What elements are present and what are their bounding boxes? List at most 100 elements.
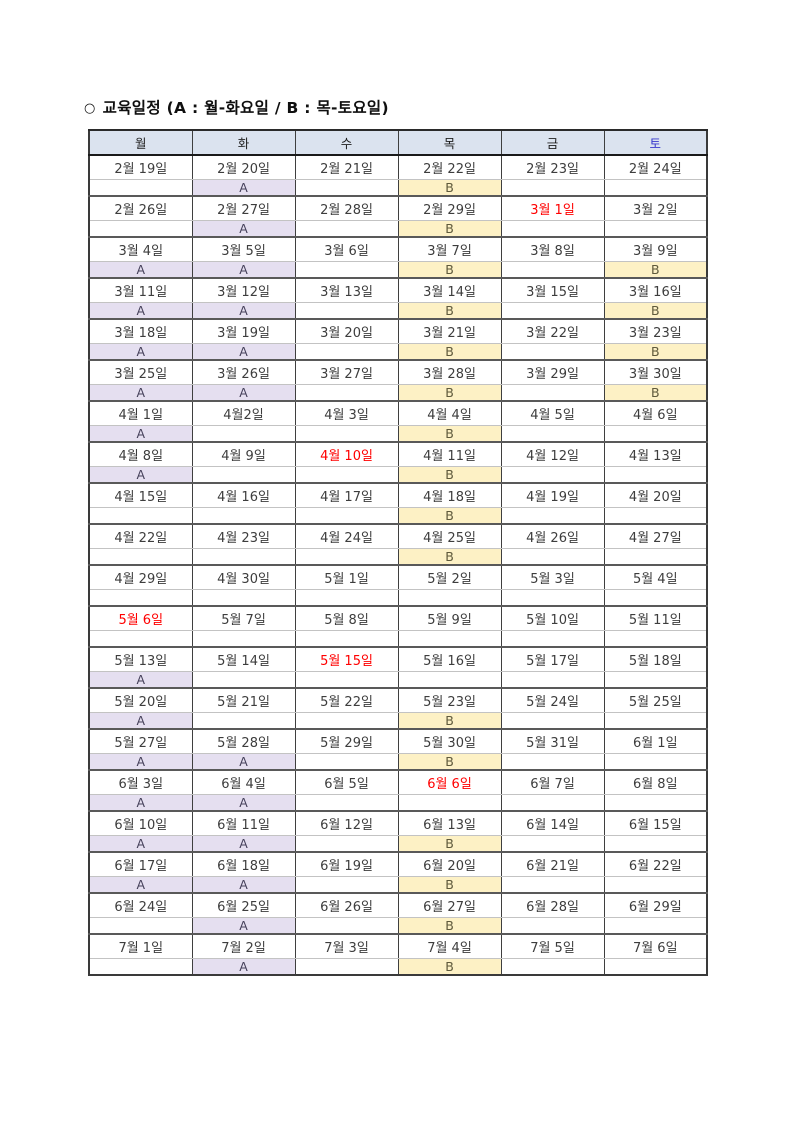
weekday-header-6: 토	[603, 129, 708, 156]
marker-cell-empty	[500, 671, 605, 688]
week-10-date-row: 4월 22일 4월 23일 4월 24일 4월 25일 4월 26일 4월 27일	[88, 523, 708, 549]
date-cell: 2월 27일	[191, 195, 296, 221]
week-1-date-row: 2월 19일 2월 20일 2월 21일 2월 22일 2월 23일 2월 24일	[88, 154, 708, 180]
date-cell: 5월 14일	[191, 646, 296, 672]
week-2-date-row: 2월 26일 2월 27일 2월 28일 2월 29일 3월 1일 3월 2일	[88, 195, 708, 221]
page-title: ○ 교육일정 (A : 월-화요일 / B : 목-토요일)	[84, 96, 389, 118]
week-9-date-row: 4월 15일 4월 16일 4월 17일 4월 18일 4월 19일 4월 20일	[88, 482, 708, 508]
weekday-header-2: 화	[191, 129, 296, 156]
date-cell: 6월 22일	[603, 851, 708, 877]
marker-cell-a: A	[88, 425, 193, 442]
marker-cell-empty	[500, 425, 605, 442]
marker-cell-empty	[88, 179, 193, 196]
date-cell: 5월 13일	[88, 646, 193, 672]
date-cell: 6월 5일	[294, 769, 399, 795]
date-cell: 3월 12일	[191, 277, 296, 303]
marker-cell-empty	[500, 466, 605, 483]
date-cell: 6월 12일	[294, 810, 399, 836]
date-cell: 5월 9일	[397, 605, 502, 631]
marker-cell-empty	[88, 630, 193, 647]
marker-cell-empty	[191, 671, 296, 688]
marker-cell-empty	[88, 917, 193, 934]
marker-cell-b: B	[397, 712, 502, 729]
marker-cell-empty	[500, 753, 605, 770]
date-cell: 5월 2일	[397, 564, 502, 590]
marker-cell-a: A	[88, 876, 193, 893]
date-cell: 6월 7일	[500, 769, 605, 795]
date-cell: 4월 20일	[603, 482, 708, 508]
week-5-date-row: 3월 18일 3월 19일 3월 20일 3월 21일 3월 22일 3월 23일	[88, 318, 708, 344]
marker-cell-a: A	[88, 384, 193, 401]
date-cell: 2월 20일	[191, 154, 296, 180]
marker-cell-empty	[500, 794, 605, 811]
week-7-date-row: 4월 1일 4월2일 4월 3일 4월 4일 4월 5일 4월 6일	[88, 400, 708, 426]
marker-cell-empty	[500, 712, 605, 729]
date-cell: 3월 15일	[500, 277, 605, 303]
date-cell: 2월 22일	[397, 154, 502, 180]
marker-cell-a: A	[191, 343, 296, 360]
date-cell: 5월 28일	[191, 728, 296, 754]
marker-cell-empty	[500, 220, 605, 237]
marker-cell-empty	[294, 876, 399, 893]
marker-cell-a: A	[191, 876, 296, 893]
date-cell: 6월 21일	[500, 851, 605, 877]
date-cell: 3월 29일	[500, 359, 605, 385]
date-cell: 3월 28일	[397, 359, 502, 385]
marker-cell-empty	[500, 835, 605, 852]
week-18-date-row: 6월 17일 6월 18일 6월 19일 6월 20일 6월 21일 6월 22일	[88, 851, 708, 877]
week-14-date-row: 5월 20일 5월 21일 5월 22일 5월 23일 5월 24일 5월 25일	[88, 687, 708, 713]
marker-cell-a: A	[191, 958, 296, 975]
week-17-date-row: 6월 10일 6월 11일 6월 12일 6월 13일 6월 14일 6월 15일	[88, 810, 708, 836]
date-cell: 3월 9일	[603, 236, 708, 262]
marker-cell-empty	[294, 302, 399, 319]
week-8-date-row: 4월 8일 4월 9일 4월 10일 4월 11일 4월 12일 4월 13일	[88, 441, 708, 467]
marker-cell-empty	[603, 671, 708, 688]
week-19-date-row: 6월 24일 6월 25일 6월 26일 6월 27일 6월 28일 6월 29일	[88, 892, 708, 918]
date-cell: 6월 19일	[294, 851, 399, 877]
date-cell: 3월 4일	[88, 236, 193, 262]
date-cell: 5월 4일	[603, 564, 708, 590]
date-cell: 3월 26일	[191, 359, 296, 385]
date-cell: 4월 1일	[88, 400, 193, 426]
week-12-date-row: 5월 6일 5월 7일 5월 8일 5월 9일 5월 10일 5월 11일	[88, 605, 708, 631]
date-cell: 3월 6일	[294, 236, 399, 262]
date-cell: 5월 11일	[603, 605, 708, 631]
marker-cell-b: B	[397, 220, 502, 237]
date-cell: 7월 4일	[397, 933, 502, 959]
marker-cell-empty	[191, 425, 296, 442]
date-cell: 4월 18일	[397, 482, 502, 508]
marker-cell-empty	[603, 794, 708, 811]
weekday-header-3: 수	[294, 129, 399, 156]
date-cell: 3월 23일	[603, 318, 708, 344]
date-cell: 4월 16일	[191, 482, 296, 508]
date-cell: 3월 21일	[397, 318, 502, 344]
date-cell: 2월 21일	[294, 154, 399, 180]
date-cell: 4월 19일	[500, 482, 605, 508]
date-cell: 6월 28일	[500, 892, 605, 918]
marker-cell-b: B	[397, 753, 502, 770]
date-cell: 5월 16일	[397, 646, 502, 672]
marker-cell-empty	[191, 630, 296, 647]
date-cell: 5월 30일	[397, 728, 502, 754]
date-cell: 4월 13일	[603, 441, 708, 467]
marker-cell-empty	[88, 507, 193, 524]
marker-cell-empty	[88, 548, 193, 565]
date-cell: 5월 1일	[294, 564, 399, 590]
date-cell-holiday: 6월 6일	[397, 769, 502, 795]
date-cell: 3월 22일	[500, 318, 605, 344]
date-cell: 4월 9일	[191, 441, 296, 467]
marker-cell-b: B	[603, 384, 708, 401]
marker-cell-b: B	[397, 917, 502, 934]
weekday-header-1: 월	[88, 129, 193, 156]
date-cell: 3월 27일	[294, 359, 399, 385]
date-cell: 5월 25일	[603, 687, 708, 713]
marker-cell-empty	[500, 179, 605, 196]
marker-cell-b: B	[397, 343, 502, 360]
date-cell: 4월 30일	[191, 564, 296, 590]
marker-cell-empty	[500, 261, 605, 278]
week-3-date-row: 3월 4일 3월 5일 3월 6일 3월 7일 3월 8일 3월 9일	[88, 236, 708, 262]
date-cell: 3월 18일	[88, 318, 193, 344]
